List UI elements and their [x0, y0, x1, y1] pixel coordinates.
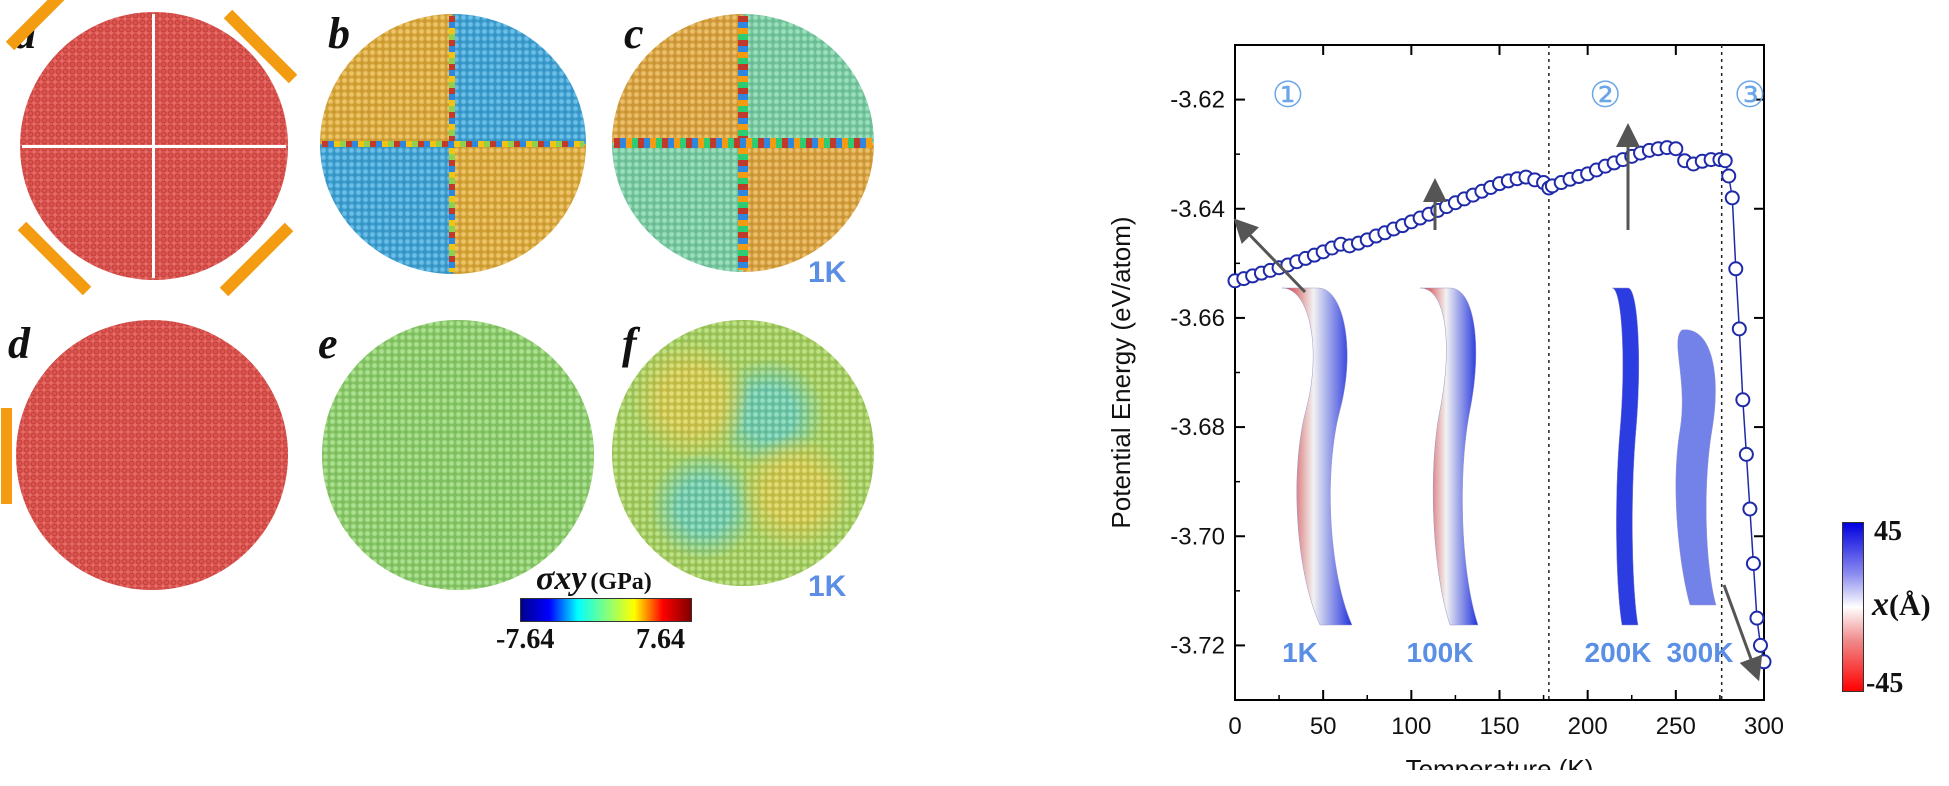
y-tick-label: -3.62 — [1170, 87, 1225, 114]
panel-label-f: f — [622, 319, 637, 368]
x-colorbar-label: x(Å) — [1872, 586, 1931, 624]
x-tick-label: 150 — [1479, 713, 1519, 740]
stress-colorbar-unit: (GPa) — [590, 569, 652, 595]
panel-e-atom-texture — [322, 320, 594, 590]
y-tick-label: -3.64 — [1170, 196, 1225, 223]
region-label: ③ — [1734, 74, 1766, 115]
inset-temperature-label: 1K — [1282, 637, 1318, 668]
x-tick-label: 100 — [1391, 713, 1431, 740]
x-colorbar-symbol: x — [1872, 586, 1889, 623]
inset-arrow — [1233, 218, 1307, 294]
panel-e-stress-disk — [322, 320, 594, 590]
data-point — [1668, 141, 1684, 157]
region-label: ② — [1589, 74, 1621, 115]
data-point — [1756, 654, 1772, 670]
y-axis-label: Potential Energy (eV/atom) — [1106, 216, 1136, 528]
data-point — [1742, 501, 1758, 517]
y-tick-label: -3.72 — [1170, 632, 1225, 659]
inset-ribbon-1k — [1281, 287, 1353, 626]
x-axis-label: Temperature (K) — [1406, 754, 1594, 770]
panel-label-d: d — [8, 319, 30, 368]
inset-temperature-label: 100K — [1407, 637, 1474, 668]
panel-f-stress-disk — [612, 320, 874, 586]
panel-a-crack-horizontal — [22, 145, 286, 148]
inset-arrow — [1722, 584, 1763, 682]
stress-colorbar-min: -7.64 — [496, 624, 555, 655]
x-tick-label: 300 — [1744, 713, 1784, 740]
panel-label-e: e — [318, 319, 338, 368]
data-point — [1724, 190, 1740, 206]
data-point — [1735, 392, 1751, 408]
x-colorbar-unit: (Å) — [1889, 589, 1931, 622]
data-point — [1731, 321, 1747, 337]
x-colorbar-min: -45 — [1866, 668, 1904, 699]
stress-colorbar-gradient — [520, 598, 692, 622]
panel-d-bar-left — [1, 408, 12, 504]
region-label: ① — [1272, 74, 1304, 115]
x-tick-label: 50 — [1310, 713, 1337, 740]
inset-ribbon-100k — [1419, 287, 1479, 626]
stress-colorbar-label: σxy (GPa) — [536, 560, 652, 598]
panel-d-atom-disk — [16, 320, 288, 590]
y-tick-label: -3.66 — [1170, 305, 1225, 332]
inset-temperature-label: 200K — [1585, 637, 1652, 668]
x-colorbar-gradient — [1842, 522, 1864, 692]
panel-label-b: b — [328, 9, 350, 58]
y-tick-label: -3.68 — [1170, 414, 1225, 441]
panel-label-c: c — [624, 9, 644, 58]
inset-ribbon-300k — [1675, 329, 1717, 606]
inset-temperature-label: 300K — [1667, 637, 1734, 668]
panel-c-boundary-horizontal — [614, 138, 872, 148]
data-point — [1717, 153, 1733, 169]
data-point — [1749, 610, 1765, 626]
data-point — [1752, 637, 1768, 653]
panel-c-temperature-label: 1K — [808, 256, 847, 289]
y-tick-label: -3.70 — [1170, 523, 1225, 550]
panel-f-atom-texture — [612, 320, 874, 586]
data-point — [1738, 446, 1754, 462]
potential-energy-chart: 0 50 100 150 200 250 300 -3.62 -3.64 -3.66 -3.68 -3… — [1106, 44, 1784, 770]
data-point — [1721, 168, 1737, 184]
data-point — [1728, 261, 1744, 277]
x-tick-label: 0 — [1228, 713, 1241, 740]
x-tick-label: 250 — [1656, 713, 1696, 740]
stress-colorbar-max: 7.64 — [636, 624, 685, 655]
stress-colorbar-symbol: σxy — [536, 560, 587, 597]
x-tick-label: 200 — [1568, 713, 1608, 740]
panel-f-temperature-label: 1K — [808, 570, 847, 603]
x-colorbar-max: 45 — [1874, 516, 1902, 547]
panel-b-boundary-horizontal — [322, 141, 584, 147]
inset-ribbon-200k — [1611, 287, 1640, 626]
data-point — [1745, 556, 1761, 572]
